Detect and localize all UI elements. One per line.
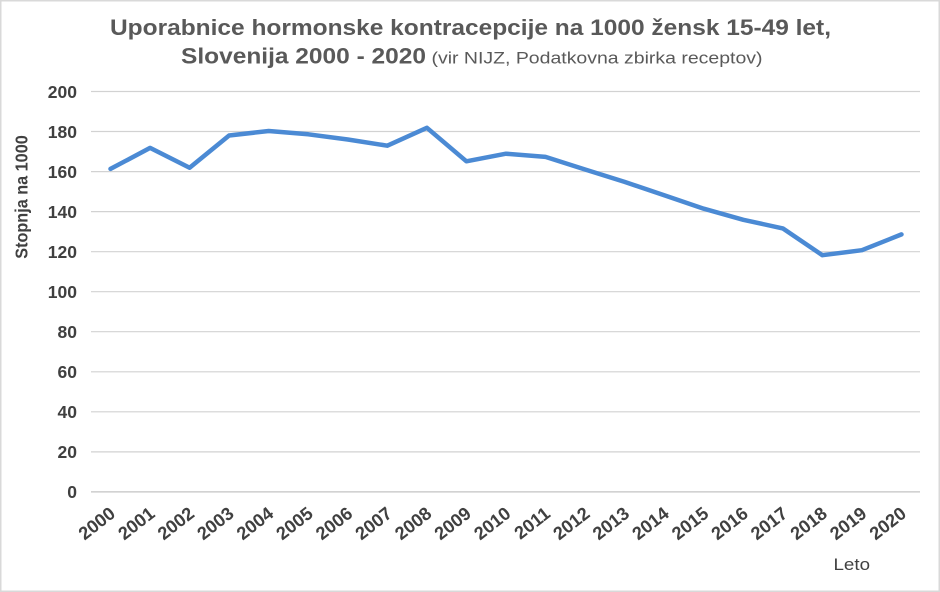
svg-text:40: 40 (58, 402, 78, 422)
svg-text:Leto: Leto (834, 555, 871, 574)
svg-text:Uporabnice hormonske kontracep: Uporabnice hormonske kontracepcije na 10… (110, 15, 831, 40)
svg-text:20: 20 (58, 442, 78, 462)
svg-text:200: 200 (48, 82, 77, 102)
svg-text:140: 140 (48, 202, 77, 222)
svg-text:120: 120 (48, 242, 77, 262)
svg-text:(vir NIJZ, Podatkovna zbirka r: (vir NIJZ, Podatkovna zbirka receptov) (432, 48, 763, 67)
svg-text:Slovenija 2000 - 2020: Slovenija 2000 - 2020 (181, 43, 426, 68)
svg-text:100: 100 (48, 282, 77, 302)
svg-text:80: 80 (58, 322, 78, 342)
svg-text:180: 180 (48, 122, 77, 142)
svg-text:0: 0 (67, 482, 77, 502)
svg-text:160: 160 (48, 162, 77, 182)
svg-text:Stopnja na 1000: Stopnja na 1000 (12, 135, 32, 259)
svg-text:60: 60 (58, 362, 78, 382)
